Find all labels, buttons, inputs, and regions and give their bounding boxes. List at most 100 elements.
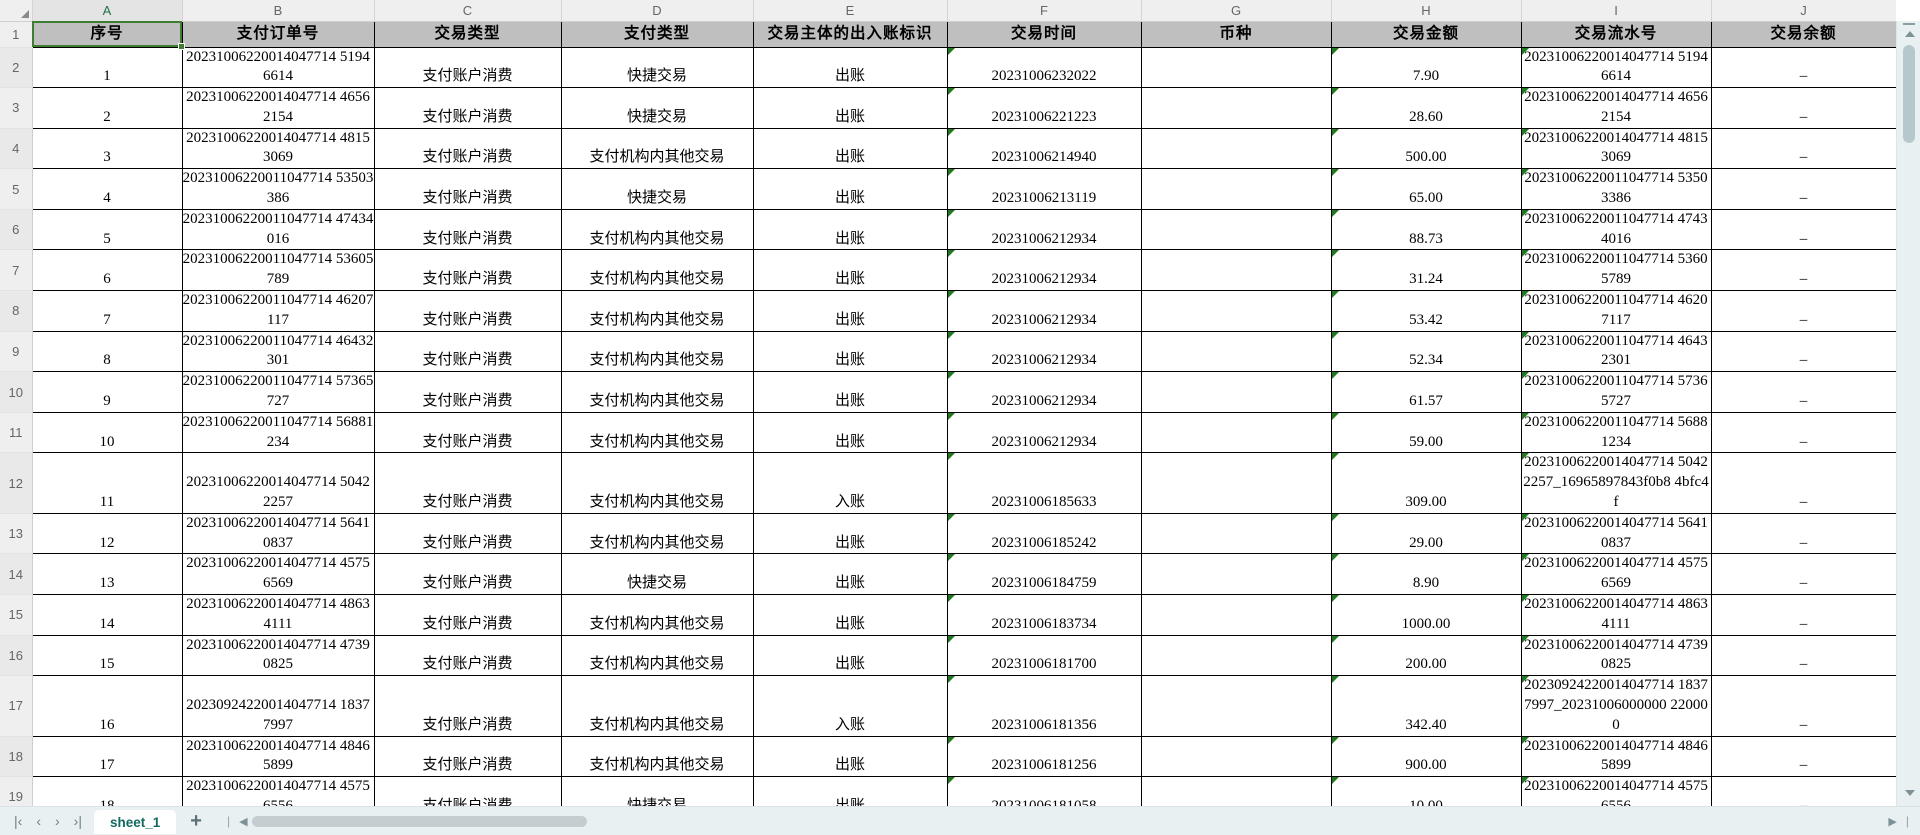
row-number-15[interactable]: 15 [0,594,33,636]
row-number-17[interactable]: 17 [0,675,33,737]
cell-J12[interactable]: – [1710,452,1896,514]
cell-G10[interactable] [1140,371,1332,413]
sheet-grid-area[interactable]: A B C D E F G H I J 1 序号 支付订单号 交易类型 支付类型 交易主体… [0,0,1896,806]
horizontal-scrollbar[interactable]: | ◀ ▶ | [222,807,1914,835]
cell-E19[interactable]: 出账 [752,776,948,806]
column-title-b[interactable]: 支付订单号 [181,20,375,48]
cell-J13[interactable]: – [1710,512,1896,555]
cell-D10[interactable]: 支付机构内其他交易 [560,371,754,413]
cell-E8[interactable]: 出账 [752,290,948,332]
vertical-scrollbar[interactable] [1896,21,1920,806]
cell-I2[interactable]: 20231006220014047714 51946614 [1520,46,1712,89]
cell-C11[interactable]: 支付账户消费 [373,411,562,454]
column-title-c[interactable]: 交易类型 [373,20,562,48]
cell-A2[interactable]: 1 [31,46,183,89]
cell-E13[interactable]: 出账 [752,512,948,555]
cell-F8[interactable]: 20231006212934 [946,290,1142,332]
cell-F9[interactable]: 20231006212934 [946,330,1142,373]
cell-H12[interactable]: 309.00 [1330,452,1522,514]
cell-B8[interactable]: 20231006220011047714 46207117 [181,290,375,332]
cell-F6[interactable]: 20231006212934 [946,208,1142,251]
column-header-row[interactable]: A B C D E F G H I J [0,0,1896,22]
cell-C4[interactable]: 支付账户消费 [373,127,562,170]
cell-J5[interactable]: – [1710,168,1896,210]
cell-A5[interactable]: 4 [31,168,183,210]
row-number-7[interactable]: 7 [0,249,33,292]
cell-I17[interactable]: 20230924220014047714 18377997_2023100600… [1520,675,1712,737]
cell-C10[interactable]: 支付账户消费 [373,371,562,413]
column-header-j[interactable]: J [1711,0,1896,22]
table-row[interactable]: 16 15 20231006220014047714 47390825 支付账户消费支… [0,634,1896,677]
table-row[interactable]: 8 7 20231006220011047714 46207117 支付账户消费 支付机… [0,290,1896,332]
cell-A16[interactable]: 15 [31,634,183,677]
cell-E12[interactable]: 入账 [752,452,948,514]
cell-G17[interactable] [1140,675,1332,737]
cell-C15[interactable]: 支付账户消费 [373,594,562,636]
cell-I8[interactable]: 20231006220011047714 46207117 [1520,290,1712,332]
cell-C6[interactable]: 支付账户消费 [373,208,562,251]
cell-J4[interactable]: – [1710,127,1896,170]
cell-A18[interactable]: 17 [31,735,183,778]
sheet-tab-sheet1[interactable]: sheet_1 [93,809,177,834]
cell-B11[interactable]: 20231006220011047714 56881234 [181,411,375,454]
cell-B16[interactable]: 20231006220014047714 47390825 [181,634,375,677]
table-row[interactable]: 12 11 20231006220014047714 50422257 支付账户消费支… [0,452,1896,514]
cell-H14[interactable]: 8.90 [1330,553,1522,596]
cell-H4[interactable]: 500.00 [1330,127,1522,170]
cell-E10[interactable]: 出账 [752,371,948,413]
column-header-i[interactable]: I [1521,0,1712,22]
cell-C2[interactable]: 支付账户消费 [373,46,562,89]
row-number-18[interactable]: 18 [0,736,33,778]
cell-D18[interactable]: 支付机构内其他交易 [560,735,754,778]
cell-A10[interactable]: 9 [31,371,183,413]
column-header-c[interactable]: C [374,0,562,22]
column-header-a[interactable]: A [32,0,183,22]
cell-A8[interactable]: 7 [31,290,183,332]
scroll-up-icon[interactable] [1905,31,1915,37]
cell-H11[interactable]: 59.00 [1330,411,1522,454]
cell-G5[interactable] [1140,168,1332,210]
cell-E11[interactable]: 出账 [752,411,948,454]
fill-handle[interactable] [178,43,185,50]
cell-G8[interactable] [1140,290,1332,332]
cell-D6[interactable]: 支付机构内其他交易 [560,208,754,251]
cell-I5[interactable]: 20231006220011047714 53503386 [1520,168,1712,210]
cell-I4[interactable]: 20231006220014047714 48153069 [1520,127,1712,170]
cell-J17[interactable]: – [1710,675,1896,737]
row-number-2[interactable]: 2 [0,47,33,89]
cell-J3[interactable]: – [1710,87,1896,129]
cell-J15[interactable]: – [1710,594,1896,636]
table-row[interactable]: 13 12 20231006220014047714 56410837 支付账户消费支… [0,512,1896,555]
cell-F3[interactable]: 20231006221223 [946,87,1142,129]
table-row[interactable]: 18 17 20231006220014047714 48465899 支付账户消费支… [0,735,1896,778]
cell-C14[interactable]: 支付账户消费 [373,553,562,596]
cell-C13[interactable]: 支付账户消费 [373,512,562,555]
cell-A13[interactable]: 12 [31,512,183,555]
column-header-d[interactable]: D [561,0,754,22]
cell-D7[interactable]: 支付机构内其他交易 [560,249,754,292]
row-number-14[interactable]: 14 [0,553,33,596]
cell-G19[interactable] [1140,776,1332,806]
column-title-a[interactable]: 序号 [31,20,183,48]
cell-I18[interactable]: 20231006220014047714 48465899 [1520,735,1712,778]
table-row[interactable]: 6 5 20231006220011047714 47434016 支付账户消费 支付机… [0,208,1896,251]
cell-I11[interactable]: 20231006220011047714 56881234 [1520,411,1712,454]
cell-A4[interactable]: 3 [31,127,183,170]
cell-A7[interactable]: 6 [31,249,183,292]
cell-G16[interactable] [1140,634,1332,677]
scroll-down-icon[interactable] [1905,790,1915,796]
cell-C8[interactable]: 支付账户消费 [373,290,562,332]
cell-F15[interactable]: 20231006183734 [946,594,1142,636]
cell-B13[interactable]: 20231006220014047714 56410837 [181,512,375,555]
cell-C17[interactable]: 支付账户消费 [373,675,562,737]
cell-D8[interactable]: 支付机构内其他交易 [560,290,754,332]
cell-G9[interactable] [1140,330,1332,373]
cell-E14[interactable]: 出账 [752,553,948,596]
cell-H6[interactable]: 88.73 [1330,208,1522,251]
cell-H16[interactable]: 200.00 [1330,634,1522,677]
row-number-12[interactable]: 12 [0,452,33,514]
cell-A17[interactable]: 16 [31,675,183,737]
column-title-g[interactable]: 币种 [1140,20,1332,48]
column-header-e[interactable]: E [753,0,948,22]
cell-G3[interactable] [1140,87,1332,129]
